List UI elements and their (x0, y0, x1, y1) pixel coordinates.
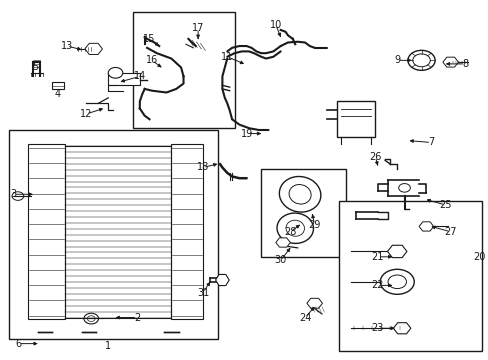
Circle shape (108, 67, 122, 78)
Text: 5: 5 (32, 63, 39, 72)
Text: 3: 3 (10, 189, 17, 199)
Text: 18: 18 (197, 162, 209, 172)
Polygon shape (171, 144, 203, 319)
Text: 30: 30 (274, 255, 286, 265)
Ellipse shape (276, 213, 313, 243)
Polygon shape (28, 144, 64, 319)
Text: 27: 27 (444, 227, 456, 237)
Bar (52, 82, 64, 89)
Text: 20: 20 (473, 252, 485, 262)
Ellipse shape (285, 220, 304, 236)
Text: 24: 24 (298, 312, 310, 323)
Ellipse shape (288, 185, 310, 204)
Text: 15: 15 (143, 34, 155, 44)
Text: 11: 11 (221, 52, 233, 62)
Text: 25: 25 (439, 200, 451, 210)
Text: 10: 10 (269, 19, 282, 30)
Text: 23: 23 (371, 323, 383, 333)
Text: 26: 26 (368, 152, 381, 162)
Polygon shape (85, 43, 102, 54)
Text: 12: 12 (80, 109, 92, 119)
Text: 13: 13 (61, 41, 73, 51)
Text: 2: 2 (134, 312, 140, 323)
Polygon shape (442, 57, 458, 67)
Text: 29: 29 (308, 220, 320, 230)
Text: 28: 28 (284, 227, 296, 237)
Text: 6: 6 (15, 339, 21, 348)
Bar (338, 202, 481, 351)
Polygon shape (306, 298, 322, 308)
Text: 1: 1 (105, 341, 111, 351)
Text: 7: 7 (427, 138, 433, 148)
Text: 19: 19 (240, 129, 252, 139)
Bar (132, 12, 234, 128)
Polygon shape (418, 222, 433, 231)
Text: 14: 14 (133, 71, 145, 81)
Bar (261, 169, 346, 257)
Text: 16: 16 (145, 55, 158, 65)
Polygon shape (387, 245, 406, 258)
Polygon shape (215, 274, 229, 285)
Ellipse shape (387, 275, 406, 289)
Text: 17: 17 (191, 23, 204, 33)
Polygon shape (336, 102, 375, 137)
Text: 9: 9 (393, 55, 400, 65)
Text: 8: 8 (461, 59, 468, 69)
Ellipse shape (279, 176, 320, 212)
Polygon shape (392, 323, 410, 334)
Text: 31: 31 (197, 288, 209, 297)
Polygon shape (275, 238, 290, 247)
Bar (108, 73, 140, 85)
Text: 4: 4 (54, 89, 60, 99)
Bar (9, 130, 217, 339)
Text: 21: 21 (371, 252, 383, 262)
Ellipse shape (380, 269, 413, 294)
Text: 22: 22 (371, 280, 383, 291)
